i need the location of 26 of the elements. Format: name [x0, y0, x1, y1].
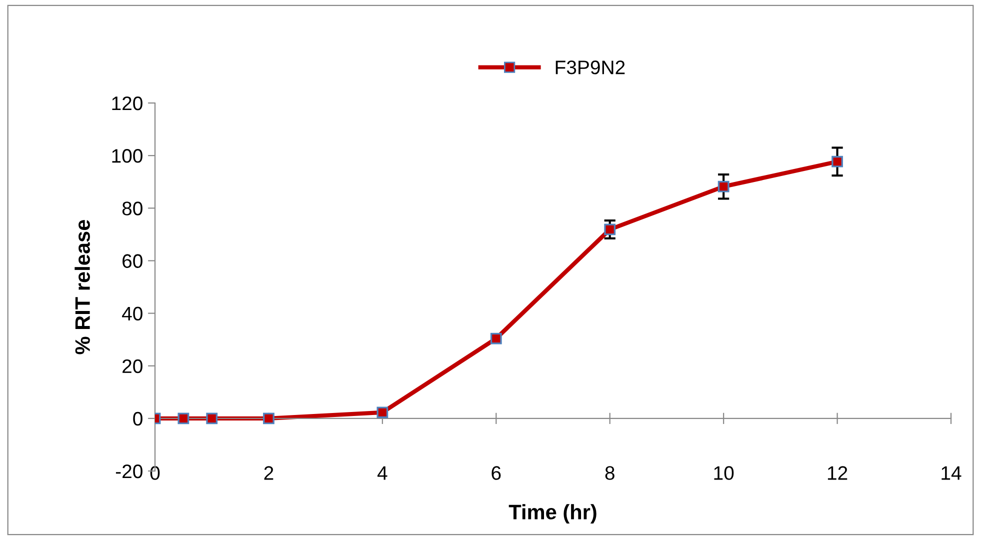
x-tick-label: 12: [828, 466, 848, 480]
point: [604, 224, 616, 236]
point: [206, 412, 218, 424]
point: [376, 406, 388, 418]
point: [490, 332, 502, 344]
point: [263, 412, 274, 424]
y-tick-label: 80: [122, 202, 142, 216]
x-tick-label: 2: [264, 466, 274, 480]
legend-label: F3P9N2: [556, 60, 625, 74]
y-tick-label: 60: [122, 254, 142, 268]
point: [718, 180, 730, 192]
point: [178, 412, 190, 424]
y-axis-title: % RIT release: [74, 220, 90, 354]
x-tick-label: 4: [377, 466, 388, 480]
y-tick-label: -20: [116, 464, 142, 478]
x-axis-title: Time (hr): [508, 504, 596, 524]
y-tick-label: 0: [133, 412, 142, 426]
x-tick-label: 10: [714, 466, 734, 480]
x-tick-label: 14: [942, 466, 962, 480]
y-tick-label: 120: [112, 96, 142, 110]
x-tick-label: 8: [605, 466, 614, 480]
y-tick-label: 20: [122, 359, 142, 374]
y-tick-label: 100: [112, 149, 142, 163]
x-tick-label: 6: [492, 466, 501, 480]
y-tick-label: 40: [122, 306, 142, 321]
point: [832, 156, 843, 168]
